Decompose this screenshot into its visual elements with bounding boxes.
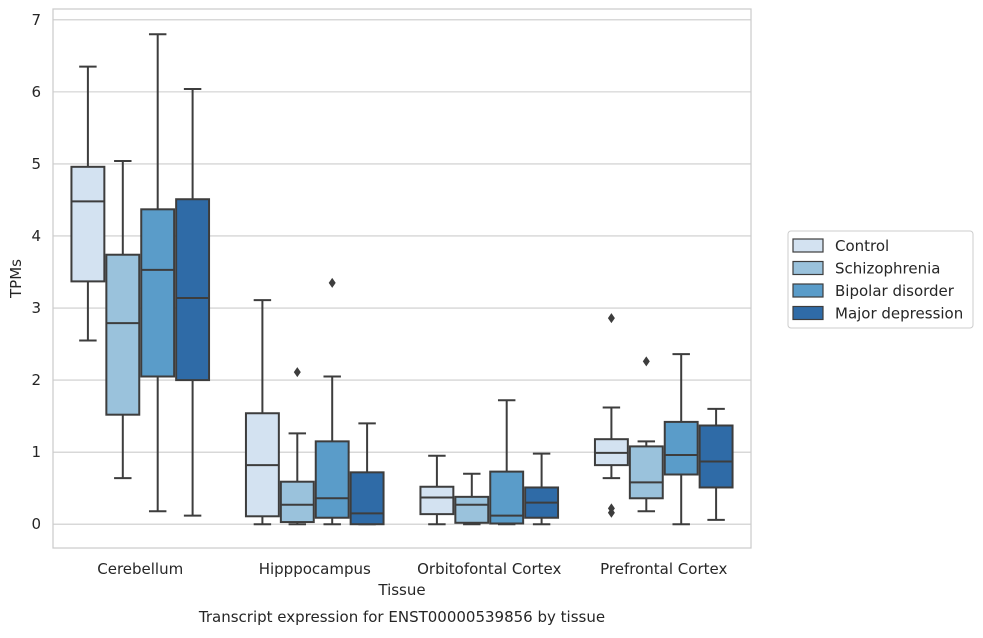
legend-label: Schizophrenia [835, 260, 940, 278]
x-axis-ticks: Cerebellum Hipppocampus Orbitofontal Corte… [97, 560, 727, 578]
outlier-point [293, 367, 301, 378]
y-tick-label: 3 [31, 299, 41, 317]
box-iqr [419, 485, 455, 516]
box-1-2 [314, 277, 350, 526]
plot-area [70, 33, 734, 526]
box-0-2 [140, 33, 176, 513]
legend-swatch [792, 260, 824, 276]
y-axis-label: TPMs [7, 259, 25, 299]
y-tick-label: 1 [31, 443, 41, 461]
x-tick-label: Prefrontal Cortex [600, 560, 727, 578]
y-tick-label: 2 [31, 371, 41, 389]
box-1-3 [349, 422, 385, 526]
legend-swatch [792, 238, 824, 253]
box-3-3 [698, 407, 734, 521]
box-2-1 [454, 472, 490, 526]
box-iqr [70, 165, 106, 283]
chart-caption: Transcript expression for ENST0000053985… [198, 608, 605, 626]
x-axis-label: Tissue [377, 581, 425, 599]
outlier-point [607, 503, 615, 514]
box-iqr [105, 253, 141, 416]
box-0-0 [70, 65, 106, 342]
box-iqr [314, 440, 350, 519]
legend-swatch [792, 305, 824, 321]
y-axis-ticks: 0 1 2 3 4 5 6 7 [31, 11, 41, 533]
y-tick-label: 0 [31, 515, 41, 533]
legend-swatch [792, 283, 824, 298]
box-0-1 [105, 160, 141, 480]
legend-label: Control [835, 237, 889, 255]
box-3-1 [628, 356, 664, 513]
box-iqr [175, 198, 211, 382]
box-2-0 [419, 454, 455, 526]
box-iqr [279, 480, 315, 524]
y-tick-label: 6 [31, 83, 41, 101]
x-tick-label: Orbitofontal Cortex [417, 560, 561, 578]
box-iqr [628, 445, 664, 500]
legend-box [787, 230, 974, 329]
legend-label: Bipolar disorder [835, 282, 955, 300]
outlier-point [328, 277, 336, 288]
box-2-2 [489, 399, 525, 526]
box-3-0 [593, 313, 629, 518]
box-1-1 [279, 367, 315, 526]
legend: Control Schizophrenia Bipolar disorder Majo… [787, 230, 974, 329]
x-tick-label: Hipppocampus [259, 560, 371, 578]
x-tick-label: Cerebellum [97, 560, 183, 578]
box-iqr [698, 424, 734, 489]
y-tick-label: 7 [31, 11, 41, 29]
box-iqr [140, 208, 176, 378]
box-2-3 [524, 452, 560, 526]
box-0-3 [175, 87, 211, 517]
y-tick-label: 5 [31, 155, 41, 173]
outlier-point [642, 356, 650, 367]
outlier-point [607, 313, 615, 324]
box-iqr [663, 420, 699, 476]
legend-label: Major depression [835, 305, 963, 323]
box-1-0 [244, 299, 280, 526]
box-iqr [349, 471, 385, 526]
y-tick-label: 4 [31, 227, 41, 245]
box-iqr [454, 495, 490, 524]
plot-frame [52, 8, 752, 549]
box-3-2 [663, 353, 699, 526]
